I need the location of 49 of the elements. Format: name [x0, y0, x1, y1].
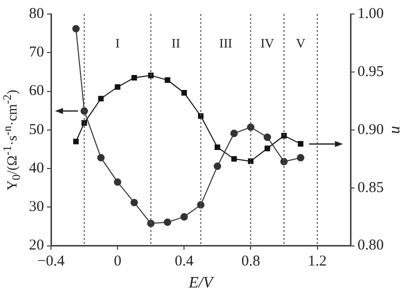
point: [131, 74, 137, 81]
y-tick-label: 20: [29, 238, 44, 254]
point: [147, 220, 155, 228]
y2-tick-label: 0.85: [358, 180, 384, 196]
point: [231, 156, 237, 162]
annotation: III: [219, 35, 232, 50]
point: [97, 154, 105, 162]
y2-tick-label: 0.95: [358, 64, 384, 80]
point: [214, 162, 222, 170]
point: [214, 144, 220, 150]
y2-tick-label: 0.90: [358, 122, 384, 138]
point: [130, 198, 138, 206]
point: [73, 138, 79, 144]
x-tick-label: 1.2: [308, 254, 327, 270]
annotation: I: [115, 35, 120, 50]
y-tick-label: 40: [29, 160, 44, 176]
point: [298, 141, 304, 147]
point: [164, 218, 172, 226]
point: [98, 96, 104, 102]
point: [247, 123, 254, 131]
y2-axis-title: n: [388, 126, 406, 134]
point: [230, 130, 238, 138]
x-axis-title: E/V: [188, 274, 215, 292]
x-tick-label: 0.8: [241, 254, 260, 270]
point: [281, 132, 287, 138]
y-tick-label: 70: [29, 44, 44, 61]
x-tick-label: 0: [114, 254, 122, 270]
annotation: II: [171, 35, 180, 50]
y-tick-label: 30: [29, 199, 44, 216]
point: [80, 107, 88, 115]
y2-tick-label: 1.00: [358, 6, 384, 22]
point: [264, 146, 270, 152]
point: [296, 154, 304, 162]
y-tick-label: 50: [29, 122, 44, 138]
point: [72, 24, 80, 32]
x-tick-label: −0.4: [37, 254, 66, 270]
y-tick-label: 80: [29, 6, 44, 22]
point: [264, 134, 272, 141]
point: [164, 77, 170, 83]
point: [180, 213, 188, 221]
annotation: IV: [260, 35, 275, 50]
x-tick-label: 0.4: [174, 254, 194, 270]
y2-tick-label: 0.80: [358, 238, 384, 254]
point: [114, 178, 122, 186]
point: [114, 84, 120, 90]
y-tick-label: 60: [29, 83, 44, 100]
point: [181, 90, 187, 96]
point: [148, 72, 154, 78]
annotation: V: [296, 35, 306, 50]
